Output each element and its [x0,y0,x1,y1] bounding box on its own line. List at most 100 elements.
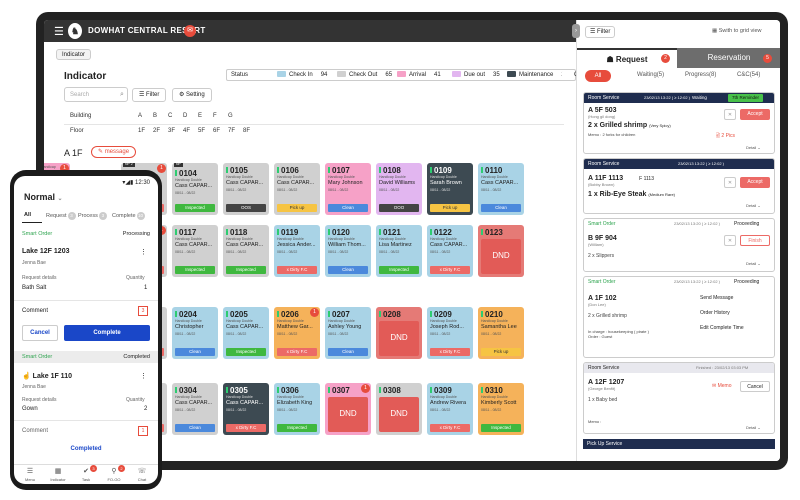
nav-fogo-icon[interactable]: ⚲ [111,468,117,475]
phone-title[interactable]: Normal ⌄ [24,192,63,202]
cancel-button[interactable]: Cancel [740,381,770,392]
room-card[interactable]: 0209 Handicap Double Joseph Rod... 08/11 - … [427,307,473,359]
floor-6f[interactable]: 6F [213,128,221,134]
room-card[interactable]: 0121 Handicap Double Lisa Martinez 08/11 - … [376,225,422,277]
floor-4f[interactable]: 4F [183,128,191,134]
status-due-out[interactable]: Due out 35 [452,70,500,80]
phone-complete-button[interactable]: Complete [64,325,150,341]
menu-icon[interactable]: ☰ [54,26,64,38]
room-card[interactable]: 0106 Handicap Double Cass CAPAR... 08/11 - … [274,163,320,215]
floor-1f[interactable]: 1F [138,128,146,134]
floor-7f[interactable]: 7F [228,128,236,134]
room-card[interactable]: 0304 Handicap Double Cass CAPAR... 08/11 - … [172,383,218,435]
menu-send-message[interactable]: Send Message [700,295,734,301]
room-card[interactable]: 0208 DND [376,307,422,359]
nav-chat-icon[interactable]: ☏ [137,468,147,475]
room-card[interactable]: 0206 Handicap Double Matthew Gar... 08/11 -… [274,307,320,359]
subtab-all[interactable]: All [585,70,611,82]
tab-reservation[interactable]: Reservation [677,48,780,68]
building-c[interactable]: C [168,113,173,119]
room-card[interactable]: 0110 Handicap Double Cass CAPAR... 08/11 - … [478,163,524,215]
panel-filter-button[interactable]: ☰ Filter [585,26,616,38]
room-card[interactable]: 0120 Handicap Double William Thom... 08/11 … [325,225,371,277]
room-card[interactable]: 0117 Handicap Double Cass CAPAR... 08/11 - … [172,225,218,277]
accept-button[interactable]: Accept [740,109,770,120]
room-card[interactable]: 0109 Handicap Double Sarah Brown 08/11 - 08… [427,163,473,215]
menu-edit-complete[interactable]: Edit Complete Time [700,325,744,331]
phone-tab-complete[interactable]: Complete 10 [112,212,145,220]
memo-button[interactable]: ✉ Memo [712,383,732,389]
subtab-cc[interactable]: C&C(54) [737,72,761,78]
indicator-chip[interactable]: Indicator [56,49,92,60]
finish-button[interactable]: Finish [740,235,770,246]
accept-button[interactable]: Accept [740,177,770,188]
request-card[interactable]: Room Service Finished : 23/02/13 03:03 P… [583,362,775,434]
floor-5f[interactable]: 5F [198,128,206,134]
room-card[interactable]: 0119 Handicap Double Jessica Ander... 08/11… [274,225,320,277]
search-icon[interactable]: ⌕ [120,91,124,98]
phone-tab-request[interactable]: Request 3 [46,212,76,220]
reject-button[interactable]: ✕ [724,177,736,188]
building-a[interactable]: A [138,113,143,119]
building-e[interactable]: E [198,113,203,119]
detail-link[interactable]: Detail ⌄ [746,425,761,430]
subtab-waiting[interactable]: Waiting(5) [637,72,665,78]
room-card[interactable]: 0207 Handicap Double Ashley Young 08/11 - 0… [325,307,371,359]
detail-link[interactable]: Detail ⌄ [746,145,761,150]
pickup-service-header[interactable]: Pick Up Service [583,439,775,449]
request-card[interactable]: Smart Order 23/02/13 13:22 ( ≥ 12:02 ) P… [583,276,775,358]
request-card[interactable]: Smart Order 23/02/13 13:20 ( ≥ 12:02 ) P… [583,218,775,272]
status-arrival[interactable]: Arrival 41 [397,70,441,80]
phone-tab-all[interactable]: All [24,212,32,218]
status-check-out[interactable]: Check Out 65 [337,70,392,80]
room-card[interactable]: 0108 Handicap Double David Williams 08/11 -… [376,163,422,215]
nav-menu-icon[interactable]: ☰ [26,468,34,475]
floor-8f[interactable]: 8F [243,128,251,134]
message-button[interactable]: ✎ message [91,146,137,158]
subtab-progress[interactable]: Progress(8) [685,72,717,78]
room-card[interactable]: 0305 Handicap Double Cass CAPAR... 08/11 - … [223,383,269,435]
room-card[interactable]: 0205 Handicap Double Cass CAPAR... 08/11 - … [223,307,269,359]
phone-cancel-button[interactable]: Cancel [22,325,58,341]
filter-button[interactable]: ☰ Filter [132,88,167,102]
nav-task-icon[interactable]: ✔ [83,468,89,475]
phone-tab-process[interactable]: Process 3 [78,212,107,220]
room-card[interactable]: 0310 Handicap Double Kimberly Scott 08/11 -… [478,383,524,435]
nav-indicator-icon[interactable]: ▦ [54,468,62,475]
pics-link[interactable]: 🖻 2 Pics [716,133,736,139]
reject-button[interactable]: ✕ [724,235,736,246]
detail-link[interactable]: Detail ⌄ [746,261,761,266]
reject-button[interactable]: ✕ [724,109,736,120]
room-card[interactable]: 0306 Handicap Double Elizabeth King 08/11 -… [274,383,320,435]
floor-2f[interactable]: 2F [153,128,161,134]
room-card[interactable]: 0308 DND [376,383,422,435]
search-input[interactable]: Search [64,87,128,102]
more-icon[interactable]: ⋮ [140,373,147,380]
switch-grid-link[interactable]: ▦ Swith to grid view [712,28,762,34]
floor-3f[interactable]: 3F [168,128,176,134]
detail-link[interactable]: Detail ⌄ [746,203,761,208]
request-card[interactable]: Room Service 23/02/13 13:22 ( ≥ 12:02 ) … [583,92,775,154]
room-card[interactable]: 0107 Handicap Double Mary Johnson 08/11 - 0… [325,163,371,215]
comment-label[interactable]: Comment [22,428,49,434]
collapse-handle[interactable]: › [572,24,580,38]
room-card[interactable]: 0210 Handicap Double Samantha Lee 08/11 - 0… [478,307,524,359]
room-card[interactable]: 0204 Handicap Double Christopher 08/11 - 08… [172,307,218,359]
menu-order-history[interactable]: Order History [700,310,730,316]
status-check-in[interactable]: Check In 94 [277,70,327,80]
building-b[interactable]: B [153,113,158,119]
room-card[interactable]: NP 0104 Handicap Double Cass CAPAR... 08/11 … [172,163,218,215]
more-icon[interactable]: ⋮ [140,249,147,256]
tab-request[interactable]: ☗ Request [577,48,677,68]
building-g[interactable]: G [228,113,233,119]
room-card[interactable]: 0118 Handicap Double Cass CAPAR... 08/11 - … [223,225,269,277]
building-f[interactable]: F [213,113,217,119]
room-card[interactable]: 0122 Handicap Double Cass CAPAR... 08/11 - … [427,225,473,277]
request-card[interactable]: Room Service 23/02/13 13:22 ( ≥ 12:02 ) … [583,158,775,214]
setting-button[interactable]: ⚙ Setting [172,88,212,102]
building-d[interactable]: D [183,113,188,119]
mail-icon[interactable]: ✉ [184,25,196,37]
room-card[interactable]: 0105 Handicap Double Cass CAPAR... 08/11 - … [223,163,269,215]
comment-label[interactable]: Comment [22,308,49,314]
room-card[interactable]: 0123 DND [478,225,524,277]
